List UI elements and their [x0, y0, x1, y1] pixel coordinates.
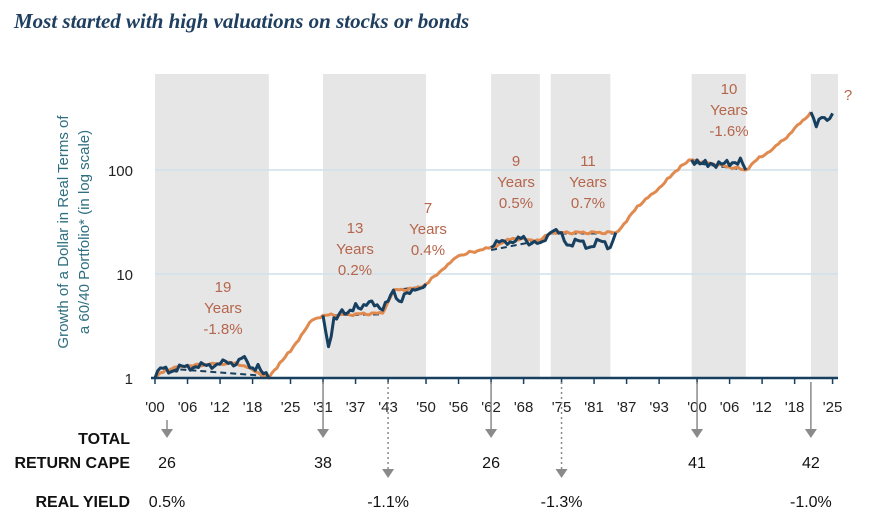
arrow-head: [485, 429, 498, 438]
x-tick-label: '25: [823, 399, 843, 416]
real-yield-value: 0.5%: [149, 494, 185, 511]
period-annotation: 7: [424, 200, 432, 217]
period-annotation: Years: [409, 221, 447, 238]
y-axis-label: Growth of a Dollar in Real Terms of: [55, 115, 72, 349]
period-annotation: Years: [710, 102, 748, 119]
x-tick-label: '87: [617, 399, 637, 416]
arrow-head: [555, 469, 568, 478]
cape-label-line1: TOTAL: [78, 431, 130, 448]
cape-value: 26: [158, 455, 176, 472]
cape-value: 38: [314, 455, 332, 472]
real-yield-value: -1.0%: [790, 494, 832, 511]
x-tick-label: '00: [145, 399, 165, 416]
period-band-2: [388, 74, 427, 378]
period-annotation: 10: [721, 81, 738, 98]
x-tick-label: '81: [584, 399, 604, 416]
x-tick-label: '68: [514, 399, 534, 416]
period-annotation: ?: [844, 87, 852, 104]
x-tick-label: '56: [449, 399, 469, 416]
period-annotation: Years: [204, 300, 242, 317]
period-annotation: 0.5%: [499, 195, 533, 212]
series-line-navy: [153, 111, 834, 379]
period-annotation: 9: [512, 153, 520, 170]
period-band-4: [550, 74, 611, 378]
cape-value: 42: [802, 455, 820, 472]
cape-label-line2: RETURN CAPE: [14, 455, 130, 472]
period-annotation: 0.2%: [338, 262, 372, 279]
period-annotation: Years: [569, 174, 607, 191]
period-annotation: 19: [215, 279, 232, 296]
period-annotation: Years: [336, 241, 374, 258]
x-tick-label: '18: [243, 399, 263, 416]
x-tick-label: '37: [346, 399, 366, 416]
chart-title: Most started with high valuations on sto…: [14, 9, 470, 33]
y-tick-label: 100: [108, 163, 133, 180]
period-annotation: -1.6%: [709, 123, 748, 140]
x-tick-label: '12: [210, 399, 230, 416]
y-axis-label: a 60/40 Portfolio* (in log scale): [76, 130, 93, 334]
arrow-head: [691, 429, 704, 438]
arrow-head: [317, 429, 330, 438]
x-tick-label: '06: [178, 399, 198, 416]
period-band-1: [323, 74, 394, 378]
period-annotation: 13: [347, 220, 364, 237]
arrow-head: [804, 429, 817, 438]
x-tick-label: '50: [416, 399, 436, 416]
x-tick-label: '18: [785, 399, 805, 416]
x-tick-label: '06: [720, 399, 740, 416]
cape-value: 41: [688, 455, 706, 472]
real-yield-label: REAL YIELD: [35, 494, 130, 511]
y-tick-label: 1: [125, 371, 133, 388]
x-tick-label: '25: [281, 399, 301, 416]
trend-dash: [160, 366, 264, 377]
real-yield-value: -1.1%: [367, 494, 409, 511]
period-annotation: -1.8%: [203, 321, 242, 338]
period-annotation: 0.4%: [411, 242, 445, 259]
period-band-0: [155, 74, 269, 378]
arrow-head: [382, 469, 395, 478]
period-band-3: [491, 74, 540, 378]
period-annotation: 0.7%: [571, 195, 605, 212]
y-tick-label: 10: [116, 267, 133, 284]
arrow-head: [161, 429, 173, 438]
period-band-5: [691, 74, 746, 378]
x-tick-label: '93: [649, 399, 669, 416]
real-yield-value: -1.3%: [541, 494, 583, 511]
cape-value: 26: [482, 455, 500, 472]
x-tick-label: '12: [752, 399, 772, 416]
period-annotation: 11: [580, 153, 596, 170]
period-annotation: Years: [497, 174, 535, 191]
